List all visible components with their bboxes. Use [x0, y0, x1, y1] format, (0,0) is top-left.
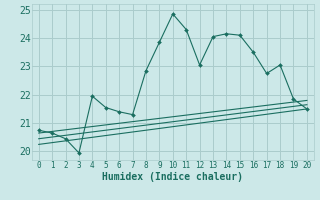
X-axis label: Humidex (Indice chaleur): Humidex (Indice chaleur): [102, 172, 243, 182]
